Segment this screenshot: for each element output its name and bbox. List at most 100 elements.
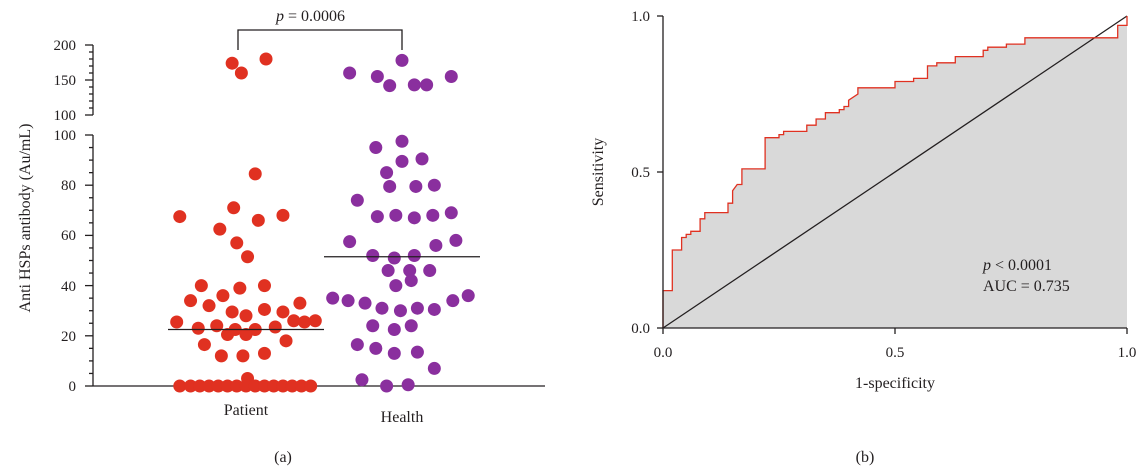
data-point-health bbox=[403, 264, 417, 278]
data-point-health bbox=[370, 70, 384, 83]
data-point-health bbox=[407, 211, 421, 225]
y-tick-label: 20 bbox=[61, 329, 76, 345]
data-point-health bbox=[393, 304, 407, 318]
y-tick-label: 100 bbox=[54, 128, 77, 144]
data-point-health bbox=[423, 264, 437, 278]
data-point-patient bbox=[239, 379, 253, 393]
x-tick-label: 0.5 bbox=[886, 345, 905, 361]
reference-diagonal bbox=[662, 15, 1128, 329]
data-point-health bbox=[444, 70, 458, 83]
x-tick-label: 1.0 bbox=[1118, 345, 1137, 361]
data-point-patient bbox=[276, 208, 290, 222]
y-tick-label: 60 bbox=[61, 228, 76, 244]
y-tick-label: 40 bbox=[61, 279, 76, 295]
panel-caption: (b) bbox=[856, 449, 875, 466]
data-point-health bbox=[387, 346, 401, 360]
data-point-health bbox=[446, 294, 460, 308]
data-point-patient bbox=[230, 236, 244, 250]
data-point-health bbox=[380, 166, 394, 180]
data-point-health bbox=[429, 238, 443, 252]
auc-annotation: AUC = 0.735 bbox=[983, 278, 1070, 295]
data-point-patient bbox=[257, 302, 271, 316]
data-point-patient bbox=[210, 319, 224, 333]
data-point-health bbox=[355, 373, 369, 387]
data-point-patient bbox=[197, 338, 211, 352]
y-tick-label: 0.5 bbox=[631, 165, 650, 181]
data-point-health bbox=[426, 208, 440, 222]
data-point-patient bbox=[202, 379, 216, 393]
data-point-health bbox=[415, 152, 429, 166]
data-point-patient bbox=[241, 250, 255, 264]
x-tick-label: 0.0 bbox=[654, 345, 673, 361]
data-point-health bbox=[380, 379, 394, 393]
data-point-health bbox=[427, 361, 441, 375]
data-point-patient bbox=[193, 379, 207, 393]
p-value-annotation: p = 0.0006 bbox=[275, 8, 345, 25]
data-point-patient bbox=[216, 289, 230, 303]
significance-bracket bbox=[237, 29, 403, 50]
y-tick-label: 0.0 bbox=[631, 321, 650, 337]
y-axis-ticks bbox=[85, 44, 93, 387]
data-point-patient bbox=[202, 299, 216, 313]
data-point-patient bbox=[259, 52, 273, 66]
data-point-patient bbox=[251, 213, 265, 227]
data-point-patient bbox=[211, 379, 225, 393]
roc-curve-line bbox=[662, 16, 1128, 328]
x-category-label: Patient bbox=[224, 402, 269, 419]
data-point-health bbox=[369, 341, 383, 355]
data-point-health bbox=[395, 134, 409, 148]
data-point-health bbox=[395, 53, 409, 67]
data-point-patient bbox=[184, 379, 198, 393]
y-tick-label: 0 bbox=[69, 379, 77, 395]
data-point-health bbox=[461, 289, 475, 303]
data-point-patient bbox=[213, 222, 227, 236]
data-point-health bbox=[369, 141, 383, 155]
data-point-health bbox=[383, 79, 397, 93]
data-point-patient bbox=[170, 315, 184, 329]
data-point-patient bbox=[279, 334, 293, 348]
panel-a-dot-plot: 0 20 40 60 80 100 100 150 200 Anti HSPs … bbox=[17, 8, 545, 466]
data-point-patient bbox=[276, 379, 290, 393]
data-point-health bbox=[401, 378, 415, 392]
p-symbol: p bbox=[275, 8, 284, 25]
data-point-health bbox=[341, 294, 355, 308]
data-point-health bbox=[350, 193, 364, 207]
data-point-health bbox=[366, 248, 380, 262]
data-point-health bbox=[387, 251, 401, 265]
data-point-patient bbox=[268, 320, 282, 334]
p-symbol: p bbox=[982, 257, 991, 274]
data-point-patient bbox=[239, 328, 253, 342]
data-point-health bbox=[343, 66, 357, 80]
data-point-patient bbox=[293, 296, 307, 310]
data-point-patient bbox=[308, 314, 322, 328]
data-point-patient bbox=[248, 379, 262, 393]
data-point-patient bbox=[257, 379, 271, 393]
data-point-health bbox=[410, 301, 424, 315]
data-point-patient bbox=[234, 66, 248, 80]
data-point-patient bbox=[257, 346, 271, 360]
data-point-health bbox=[395, 154, 409, 168]
data-point-health bbox=[343, 235, 357, 249]
median-lines bbox=[168, 256, 480, 331]
data-point-patient bbox=[225, 305, 239, 319]
data-point-patient bbox=[221, 379, 235, 393]
data-point-health bbox=[420, 78, 434, 92]
y-tick-label: 100 bbox=[54, 108, 77, 124]
data-point-patient bbox=[304, 379, 318, 393]
data-point-health bbox=[427, 302, 441, 316]
data-point-patient bbox=[225, 56, 239, 70]
data-point-patient bbox=[285, 379, 299, 393]
data-point-patient bbox=[230, 379, 244, 393]
data-point-patient bbox=[184, 294, 198, 308]
p-value-text: < 0.0001 bbox=[991, 257, 1052, 274]
data-point-health bbox=[444, 206, 458, 220]
data-point-patient bbox=[239, 309, 253, 323]
data-point-health bbox=[404, 274, 418, 288]
data-point-health bbox=[370, 210, 384, 224]
y-axis-label: Sensitivity bbox=[590, 138, 607, 206]
data-point-patient bbox=[248, 167, 262, 181]
data-point-patient bbox=[214, 349, 228, 363]
panel-caption: (a) bbox=[274, 449, 292, 466]
data-point-health bbox=[389, 208, 403, 222]
